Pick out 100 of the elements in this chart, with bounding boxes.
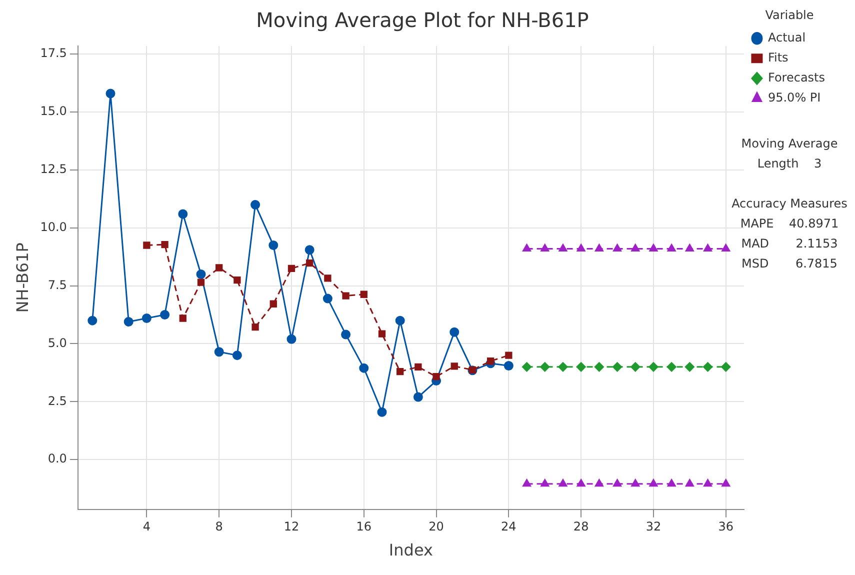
- point: [685, 479, 694, 487]
- point: [450, 362, 458, 370]
- point: [649, 244, 658, 252]
- point: [522, 362, 532, 372]
- point: [576, 244, 586, 252]
- point: [432, 373, 440, 380]
- point: [648, 362, 658, 372]
- point: [703, 362, 713, 372]
- point: [377, 407, 387, 417]
- y-axis-title: NH-B61P: [12, 242, 32, 313]
- point: [378, 330, 386, 338]
- point: [286, 334, 296, 344]
- point: [88, 316, 98, 326]
- point: [288, 264, 296, 272]
- point: [613, 479, 622, 487]
- point: [722, 479, 730, 487]
- point: [396, 368, 404, 376]
- point: [142, 314, 152, 323]
- point: [594, 362, 604, 372]
- y-tick-label: 5.0: [48, 336, 67, 350]
- annotation: MSD 6.7815: [742, 256, 838, 271]
- y-tick-label: 12.5: [40, 162, 67, 176]
- point: [576, 362, 586, 372]
- point: [395, 316, 405, 326]
- point: [214, 347, 224, 357]
- annotation: MAPE 40.8971: [740, 216, 839, 231]
- x-tick-label: 24: [501, 520, 516, 534]
- point: [594, 244, 604, 252]
- point: [540, 479, 550, 487]
- x-tick-label: 16: [356, 520, 372, 534]
- point: [704, 244, 712, 252]
- point: [540, 362, 550, 372]
- point: [631, 244, 640, 252]
- point: [594, 479, 604, 487]
- point: [504, 360, 514, 370]
- point: [667, 244, 676, 252]
- point: [179, 314, 186, 322]
- y-tick-label: 7.5: [48, 278, 67, 292]
- point: [322, 294, 332, 304]
- point: [612, 362, 622, 372]
- point: [722, 244, 730, 252]
- y-tick-label: 17.5: [40, 46, 67, 60]
- point: [252, 323, 259, 331]
- point: [196, 269, 206, 279]
- point: [234, 276, 241, 284]
- point: [270, 300, 277, 308]
- point: [558, 362, 568, 372]
- point: [304, 245, 314, 255]
- point: [558, 479, 568, 487]
- text: Length 3: [757, 156, 822, 171]
- point: [342, 292, 350, 300]
- point: [216, 264, 223, 272]
- x-tick-label: 8: [215, 520, 223, 534]
- point: [106, 88, 116, 98]
- x-tick-label: 32: [646, 520, 662, 534]
- point: [232, 350, 242, 360]
- legend-label: Actual: [768, 30, 806, 45]
- point: [505, 352, 512, 359]
- point: [630, 362, 640, 372]
- point: [649, 479, 658, 487]
- point: [487, 358, 494, 365]
- point: [360, 290, 368, 298]
- y-tick-label: 0.0: [48, 452, 67, 466]
- point: [250, 200, 260, 210]
- point: [161, 240, 168, 248]
- annotation: Moving Average: [741, 136, 838, 151]
- legend-title: Variable: [765, 8, 814, 22]
- point: [341, 330, 351, 340]
- point: [160, 310, 170, 320]
- point: [558, 244, 568, 252]
- point: [268, 240, 278, 250]
- y-tick-label: 10.0: [40, 220, 67, 234]
- point: [576, 479, 586, 487]
- point: [124, 316, 134, 326]
- point: [522, 479, 531, 487]
- point: [414, 363, 422, 370]
- point: [197, 278, 205, 286]
- legend-label: Fits: [768, 50, 788, 65]
- y-tick-label: 2.5: [48, 394, 67, 408]
- x-axis-title: Index: [388, 540, 433, 560]
- annotation: Accuracy Measures: [732, 196, 848, 211]
- point: [631, 479, 640, 487]
- point: [522, 244, 531, 252]
- point: [613, 244, 622, 252]
- point: [704, 479, 712, 487]
- point: [667, 479, 676, 487]
- point: [685, 244, 694, 252]
- point: [721, 362, 731, 372]
- point: [143, 242, 150, 249]
- legend-label: Forecasts: [768, 70, 825, 85]
- point: [359, 363, 369, 373]
- point: [178, 209, 188, 219]
- x-tick-label: 20: [428, 520, 444, 534]
- legend-label: 95.0% PI: [768, 90, 821, 105]
- x-tick-label: 12: [284, 520, 300, 534]
- point: [450, 327, 460, 337]
- x-tick-label: 36: [718, 520, 734, 534]
- annotation: MAD 2.1153: [741, 236, 838, 251]
- chart-title: Moving Average Plot for NH-B61P: [256, 8, 589, 32]
- point: [684, 362, 694, 372]
